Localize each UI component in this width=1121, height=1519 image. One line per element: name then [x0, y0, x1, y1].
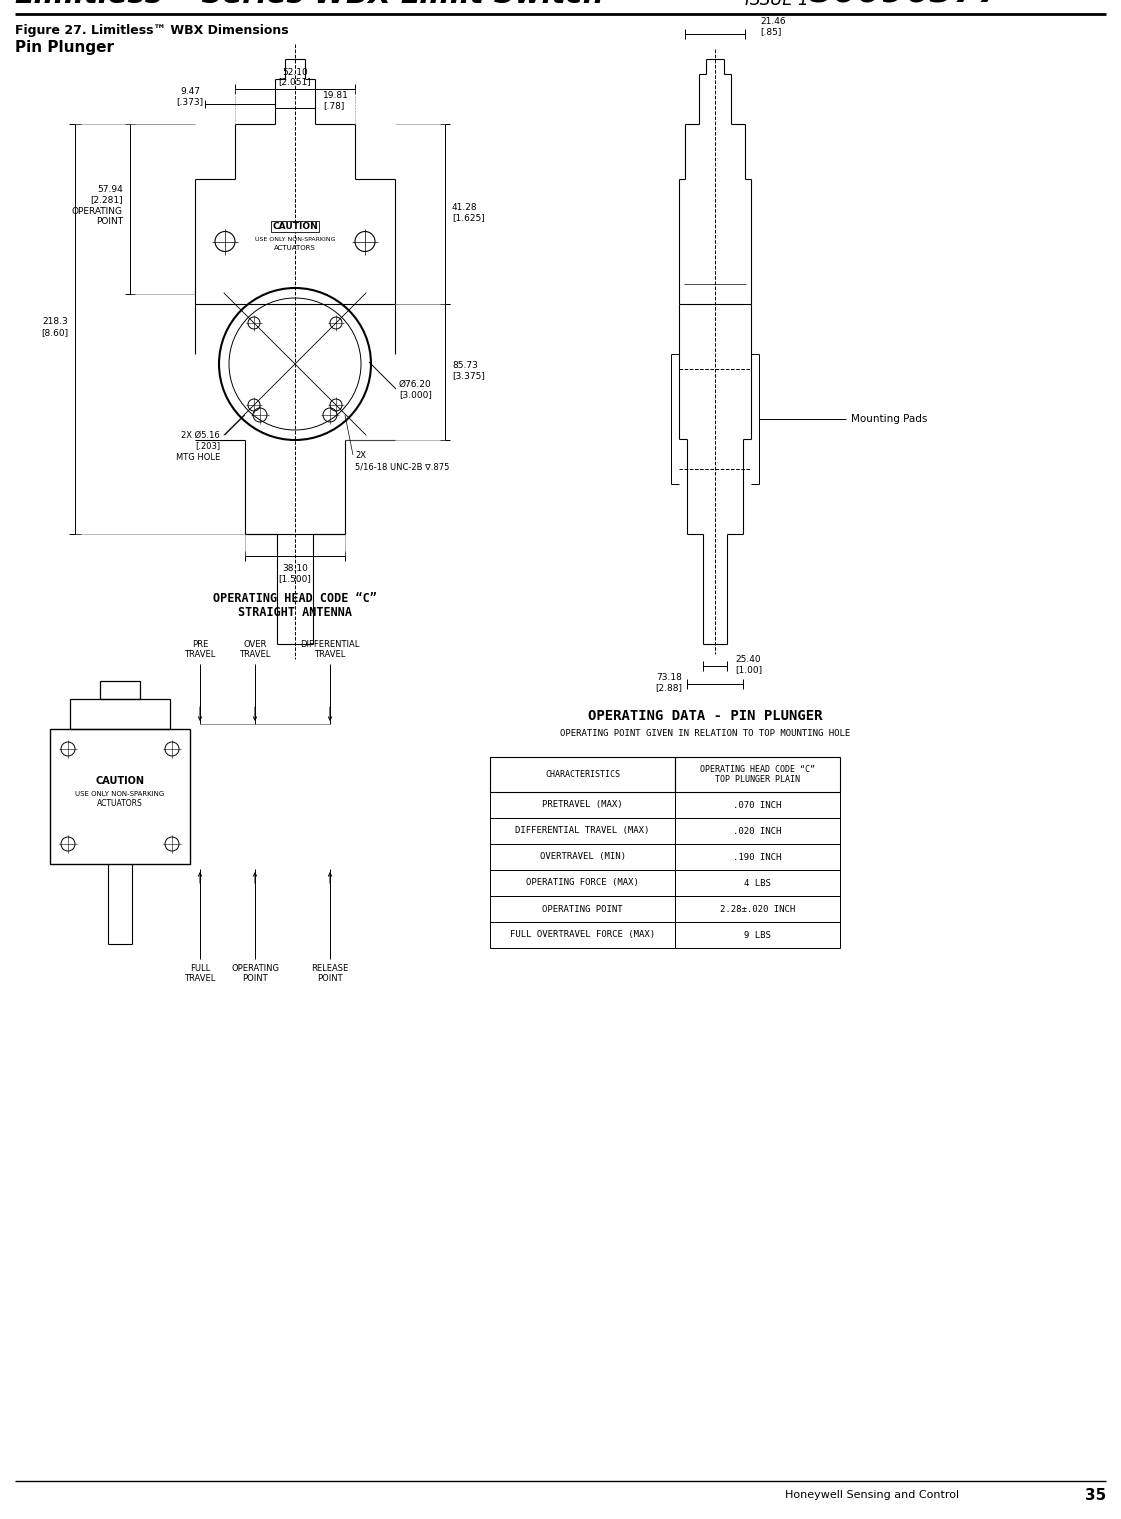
Text: USE ONLY NON-SPARKING: USE ONLY NON-SPARKING — [254, 237, 335, 242]
Text: 52.10: 52.10 — [282, 68, 308, 77]
Text: CHARACTERISTICS: CHARACTERISTICS — [545, 770, 620, 779]
Text: STRAIGHT ANTENNA: STRAIGHT ANTENNA — [238, 606, 352, 620]
Text: OVER
TRAVEL: OVER TRAVEL — [239, 639, 270, 659]
Text: 25.40: 25.40 — [735, 655, 761, 664]
Text: 2.28±.020 INCH: 2.28±.020 INCH — [720, 904, 795, 913]
Text: 2X Ø5.16: 2X Ø5.16 — [182, 430, 220, 439]
Bar — [490, 819, 675, 845]
Text: RELEASE
POINT: RELEASE POINT — [312, 965, 349, 983]
Bar — [490, 922, 675, 948]
Text: [.85]: [.85] — [760, 27, 781, 36]
Text: Mounting Pads: Mounting Pads — [851, 415, 927, 424]
Text: [3.000]: [3.000] — [399, 390, 432, 399]
Text: 9.47: 9.47 — [180, 87, 200, 96]
Text: FULL OVERTRAVEL FORCE (MAX): FULL OVERTRAVEL FORCE (MAX) — [510, 931, 655, 939]
Text: [8.60]: [8.60] — [40, 328, 68, 337]
Bar — [490, 845, 675, 870]
Text: .190 INCH: .190 INCH — [733, 852, 781, 861]
Text: FULL
TRAVEL: FULL TRAVEL — [184, 965, 215, 983]
Text: ISSUE 1: ISSUE 1 — [745, 0, 808, 9]
Bar — [675, 870, 840, 896]
Text: MTG HOLE: MTG HOLE — [176, 453, 220, 462]
Text: [1.625]: [1.625] — [452, 214, 484, 222]
Bar — [490, 791, 675, 819]
Text: Figure 27. Limitless™ WBX Dimensions: Figure 27. Limitless™ WBX Dimensions — [15, 24, 288, 36]
Text: 73.18: 73.18 — [656, 673, 682, 682]
Bar — [50, 729, 189, 864]
Text: 5/16-18 UNC-2B ∇.875: 5/16-18 UNC-2B ∇.875 — [355, 462, 450, 471]
Bar — [675, 922, 840, 948]
Bar — [490, 870, 675, 896]
Text: OPERATING FORCE (MAX): OPERATING FORCE (MAX) — [526, 878, 639, 887]
Text: 57.94: 57.94 — [98, 184, 123, 193]
Text: 85.73: 85.73 — [452, 360, 478, 369]
Text: [3.375]: [3.375] — [452, 372, 485, 380]
Bar — [675, 756, 840, 791]
Bar — [100, 681, 140, 699]
Text: ACTUATORS: ACTUATORS — [275, 246, 316, 252]
Text: 19.81: 19.81 — [323, 91, 349, 100]
Bar — [70, 699, 170, 729]
Bar — [675, 896, 840, 922]
Text: PRE
TRAVEL: PRE TRAVEL — [184, 639, 215, 659]
Text: OPERATING POINT: OPERATING POINT — [543, 904, 623, 913]
Text: 2X: 2X — [355, 451, 365, 460]
Text: Limitless™ Series WBX Limit Switch: Limitless™ Series WBX Limit Switch — [15, 0, 603, 9]
Text: ACTUATORS: ACTUATORS — [98, 799, 142, 808]
Text: 9 LBS: 9 LBS — [744, 931, 771, 939]
Text: Honeywell Sensing and Control: Honeywell Sensing and Control — [785, 1490, 960, 1499]
Text: OPERATING HEAD CODE “C”: OPERATING HEAD CODE “C” — [213, 591, 377, 605]
Text: 35: 35 — [1085, 1487, 1106, 1502]
Text: DIFFERENTIAL TRAVEL (MAX): DIFFERENTIAL TRAVEL (MAX) — [516, 826, 650, 835]
Text: DIFFERENTIAL
TRAVEL: DIFFERENTIAL TRAVEL — [300, 639, 360, 659]
Text: OPERATING POINT GIVEN IN RELATION TO TOP MOUNTING HOLE: OPERATING POINT GIVEN IN RELATION TO TOP… — [559, 729, 850, 738]
Text: OPERATING DATA - PIN PLUNGER: OPERATING DATA - PIN PLUNGER — [587, 709, 822, 723]
Text: [2.051]: [2.051] — [279, 77, 312, 87]
Text: [.203]: [.203] — [195, 442, 220, 451]
Bar — [675, 845, 840, 870]
Bar — [675, 819, 840, 845]
Text: [2.88]: [2.88] — [655, 684, 682, 693]
Text: [.373]: [.373] — [176, 97, 204, 106]
Bar — [490, 896, 675, 922]
Text: 21.46: 21.46 — [760, 17, 786, 26]
Text: USE ONLY NON-SPARKING: USE ONLY NON-SPARKING — [75, 790, 165, 796]
Text: OPERATING
POINT: OPERATING POINT — [231, 965, 279, 983]
Text: OPERATING: OPERATING — [72, 207, 123, 216]
Text: [.78]: [.78] — [323, 100, 344, 109]
Text: 38.10: 38.10 — [282, 564, 308, 573]
Text: POINT: POINT — [96, 217, 123, 226]
Text: PRETRAVEL (MAX): PRETRAVEL (MAX) — [543, 801, 623, 810]
Text: Pin Plunger: Pin Plunger — [15, 39, 114, 55]
Text: Ø76.20: Ø76.20 — [399, 380, 432, 389]
Text: 218.3: 218.3 — [43, 317, 68, 327]
Text: OVERTRAVEL (MIN): OVERTRAVEL (MIN) — [539, 852, 626, 861]
Bar — [490, 756, 675, 791]
Text: 4 LBS: 4 LBS — [744, 878, 771, 887]
Text: CAUTION: CAUTION — [272, 222, 318, 231]
Text: CAUTION: CAUTION — [95, 776, 145, 787]
Bar — [675, 791, 840, 819]
Text: [2.281]: [2.281] — [91, 196, 123, 205]
Text: OPERATING HEAD CODE “C”
TOP PLUNGER PLAIN: OPERATING HEAD CODE “C” TOP PLUNGER PLAI… — [700, 764, 815, 784]
Text: .020 INCH: .020 INCH — [733, 826, 781, 835]
Text: 50096377: 50096377 — [810, 0, 1003, 9]
Text: .070 INCH: .070 INCH — [733, 801, 781, 810]
Text: 41.28: 41.28 — [452, 202, 478, 211]
Text: [1.00]: [1.00] — [735, 665, 762, 674]
Text: [1.500]: [1.500] — [278, 574, 312, 583]
